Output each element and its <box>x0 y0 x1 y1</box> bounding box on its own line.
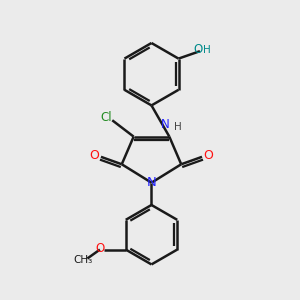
Text: O: O <box>89 149 99 162</box>
Text: CH₃: CH₃ <box>73 255 93 265</box>
Text: O: O <box>204 149 214 162</box>
Text: H: H <box>202 45 210 55</box>
Text: N: N <box>160 118 169 131</box>
Text: H: H <box>174 122 182 132</box>
Text: O: O <box>95 242 104 255</box>
Text: Cl: Cl <box>100 111 112 124</box>
Text: O: O <box>194 43 203 56</box>
Text: N: N <box>147 176 156 189</box>
